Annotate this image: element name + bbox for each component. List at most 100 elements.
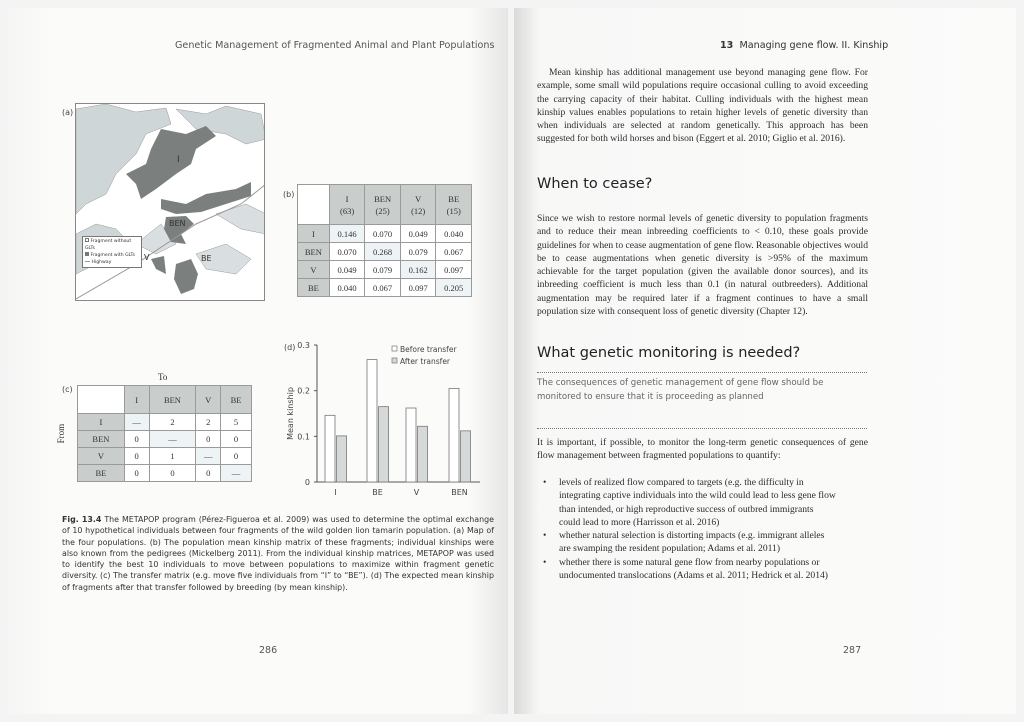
panel-label-c: (c) bbox=[62, 385, 73, 394]
caption-label: Fig. 13.4 bbox=[62, 515, 102, 524]
corner-cell bbox=[297, 184, 330, 225]
column-header: BE (15) bbox=[435, 184, 472, 225]
table-cell: — bbox=[220, 464, 252, 482]
row-header: I bbox=[77, 413, 125, 431]
y-axis-label: Mean kinship bbox=[286, 387, 295, 440]
table-cell: 0.049 bbox=[328, 260, 366, 279]
column-header: I (63) bbox=[328, 184, 366, 225]
table-cell: 0 bbox=[148, 464, 197, 482]
row-header: BEN bbox=[297, 242, 330, 261]
bar-ben-before bbox=[448, 387, 460, 483]
column-header: V bbox=[195, 385, 222, 414]
table-cell: — bbox=[195, 447, 222, 465]
table-row: V 0.049 0.079 0.162 0.097 bbox=[297, 260, 472, 279]
column-header: I bbox=[123, 385, 150, 414]
table-cell: 0.097 bbox=[399, 278, 437, 297]
divider bbox=[537, 428, 867, 429]
column-header: BEN (25) bbox=[364, 184, 401, 225]
table-cell: 0.079 bbox=[399, 242, 437, 261]
table-cell: 0 bbox=[123, 447, 150, 465]
legend-with-glts: Fragment with GLTs bbox=[90, 253, 135, 258]
table-cell: 0.205 bbox=[435, 278, 472, 297]
y-tick-label: 0.2 bbox=[297, 387, 310, 396]
summary-box: The consequences of genetic management o… bbox=[537, 378, 824, 402]
table-cell: 0.070 bbox=[364, 224, 401, 243]
table-row: BEN 0—0 0 bbox=[77, 430, 252, 448]
divider bbox=[537, 372, 867, 373]
transfer-matrix-table: I BEN V BE I —2 2 5 BEN 0—0 0 V 0 1—0 BE 0 0 0— bbox=[77, 385, 252, 482]
y-tick-label: 0 bbox=[305, 478, 310, 487]
table-cell: 0.070 bbox=[328, 242, 366, 261]
corner-cell bbox=[77, 385, 125, 414]
map-label-i: I bbox=[177, 155, 180, 165]
table-cell: 5 bbox=[220, 413, 252, 431]
table-cell: 0 bbox=[123, 464, 150, 482]
legend-entry: After transfer bbox=[400, 357, 451, 366]
column-header: V (12) bbox=[399, 184, 437, 225]
bar-i-after bbox=[336, 435, 347, 483]
table-cell: 0.097 bbox=[435, 260, 472, 279]
list-item: levels of realized flow compared to targ… bbox=[537, 476, 837, 529]
table-cell: 0.040 bbox=[328, 278, 366, 297]
table-cell: 0 bbox=[220, 430, 252, 448]
row-header: V bbox=[77, 447, 125, 465]
table-cell: 0 bbox=[220, 447, 252, 465]
table-row: I 0.146 0.070 0.049 0.040 bbox=[297, 224, 472, 243]
from-label: From bbox=[56, 423, 67, 444]
row-header: BE bbox=[297, 278, 330, 297]
table-cell: 0 bbox=[123, 430, 150, 448]
x-tick-label: I bbox=[334, 488, 336, 497]
y-tick-label: 0.1 bbox=[297, 432, 310, 441]
table-cell: 0.079 bbox=[364, 260, 401, 279]
map-graphic: I BEN V BE bbox=[76, 104, 264, 300]
table-cell: — bbox=[123, 413, 150, 431]
column-header: BE bbox=[220, 385, 252, 414]
row-header: V bbox=[297, 260, 330, 279]
chapter-number: 13 bbox=[720, 40, 734, 51]
table-cell: 1 bbox=[148, 447, 197, 465]
table-cell: 0.067 bbox=[364, 278, 401, 297]
table-cell: 0.049 bbox=[399, 224, 437, 243]
table-cell: 0.146 bbox=[328, 224, 366, 243]
map-label-ben: BEN bbox=[169, 219, 186, 228]
map-legend: Fragment without GLTs Fragment with GLTs… bbox=[82, 236, 142, 268]
x-tick-label: BE bbox=[372, 488, 383, 497]
table-cell: 2 bbox=[148, 413, 197, 431]
kinship-matrix-table: I (63) BEN (25) V (12) BE (15) I 0.146 0.070 0.… bbox=[297, 184, 472, 297]
table-cell: — bbox=[148, 430, 197, 448]
row-header: I bbox=[297, 224, 330, 243]
map-label-be: BE bbox=[201, 254, 212, 263]
running-header: Genetic Management of Fragmented Animal … bbox=[175, 40, 495, 51]
heading-when-to-cease: When to cease? bbox=[537, 176, 653, 192]
chapter-title: Managing gene flow. II. Kinship bbox=[739, 40, 889, 51]
x-tick-label: BEN bbox=[451, 488, 468, 497]
paragraph-when-to-cease: Since we wish to restore normal levels o… bbox=[537, 213, 868, 318]
caption-text: The METAPOP program (Pérez-Figueroa et a… bbox=[62, 515, 494, 592]
table-cell: 0.268 bbox=[364, 242, 401, 261]
table-row: I —2 2 5 bbox=[77, 413, 252, 431]
panel-label-b: (b) bbox=[283, 190, 295, 199]
right-page bbox=[514, 8, 1016, 714]
map-label-v: V bbox=[144, 253, 150, 262]
legend-entry: Before transfer bbox=[400, 345, 457, 354]
row-header: BE bbox=[77, 464, 125, 482]
page-number-left: 286 bbox=[259, 645, 278, 656]
table-cell: 0 bbox=[195, 430, 222, 448]
table-cell: 0 bbox=[195, 464, 222, 482]
header-row: I BEN V BE bbox=[77, 385, 252, 414]
list-item: whether natural selection is distorting … bbox=[537, 529, 837, 556]
y-tick-label: 0.3 bbox=[297, 341, 310, 350]
running-header-right: 13 Managing gene flow. II. Kinship bbox=[720, 40, 888, 51]
bar-i-before bbox=[324, 414, 336, 483]
legend-swatch bbox=[391, 357, 398, 364]
mean-kinship-chart: 0 0.1 0.2 0.3 Mean kinship I BE V BEN Before tran… bbox=[286, 341, 480, 497]
bar-ben-after bbox=[460, 430, 471, 483]
bar-v-before bbox=[405, 407, 417, 483]
figure-caption: Fig. 13.4 The METAPOP program (Pérez-Fig… bbox=[62, 514, 494, 593]
page-number-right: 287 bbox=[843, 645, 862, 656]
table-cell: 0.162 bbox=[399, 260, 437, 279]
bar-be-before bbox=[366, 359, 378, 483]
column-header: BEN bbox=[148, 385, 197, 414]
to-label: To bbox=[158, 372, 168, 382]
legend-swatch bbox=[391, 345, 398, 352]
